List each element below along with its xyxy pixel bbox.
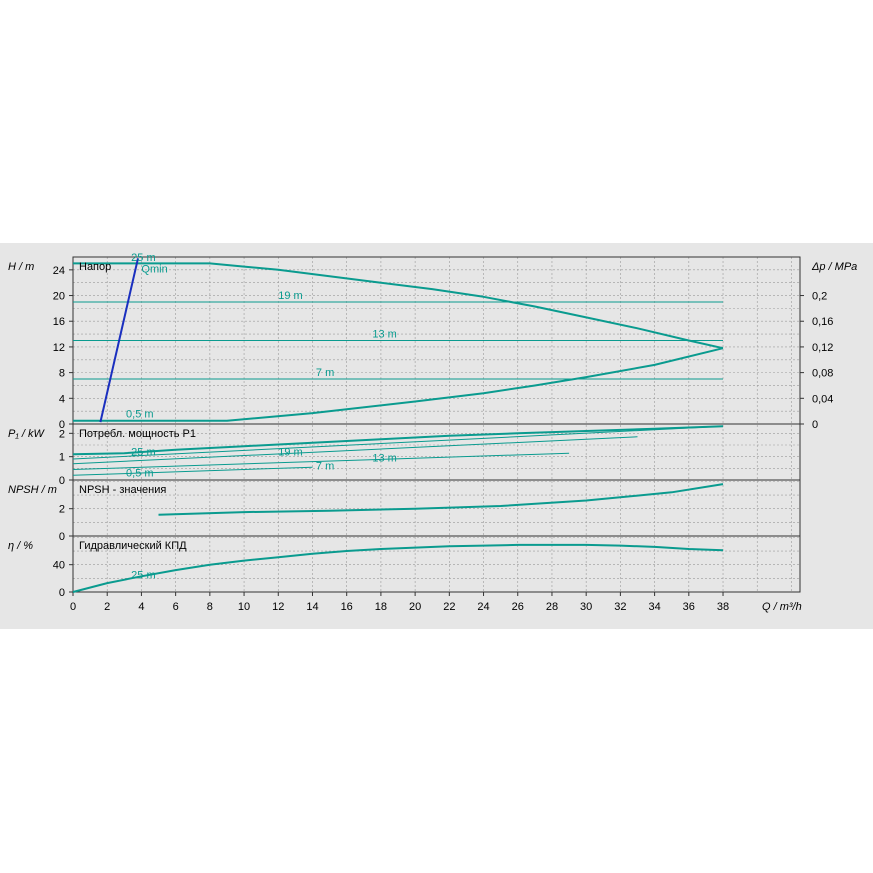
y-right-axis-label: Δp / MPa xyxy=(811,261,857,273)
x-tick-label: 16 xyxy=(341,601,353,613)
x-tick-label: 36 xyxy=(683,601,695,613)
y-axis-label: P₁ / kW xyxy=(8,428,45,440)
label-eta-25m: 25 m xyxy=(131,569,155,581)
x-tick-label: 22 xyxy=(443,601,455,613)
label-p1-19m: 19 m xyxy=(278,447,302,459)
label-25m: 25 m xyxy=(131,252,155,264)
grid-layer xyxy=(73,257,800,592)
label-p1-25m: 25 m xyxy=(131,447,155,459)
label-19m: 19 m xyxy=(278,290,302,302)
curve-25-m xyxy=(72,543,724,593)
panel-frame xyxy=(72,535,801,593)
label-qmin: Qmin xyxy=(141,263,167,275)
y-right-tick-label: 0,16 xyxy=(812,316,833,328)
label-7m: 7 m xyxy=(316,367,334,379)
x-tick-label: 2 xyxy=(104,601,110,613)
label-p1-13m: 13 m xyxy=(372,452,396,464)
x-tick-label: 14 xyxy=(306,601,318,613)
y-tick-label: 0 xyxy=(59,587,65,599)
panel-title: Напор xyxy=(79,261,111,273)
x-tick-label: 26 xyxy=(512,601,524,613)
x-tick-label: 0 xyxy=(70,601,76,613)
y-tick-label: 12 xyxy=(53,342,65,354)
y-axis-label: NPSH / m xyxy=(8,484,57,496)
y-tick-label: 24 xyxy=(53,265,65,277)
curve-25-m xyxy=(73,262,724,350)
y-axis-label: H / m xyxy=(8,261,34,273)
y-right-tick-label: 0,2 xyxy=(812,291,827,303)
y-right-tick-label: 0,08 xyxy=(812,368,833,380)
x-tick-label: 18 xyxy=(375,601,387,613)
y-tick-label: 20 xyxy=(53,291,65,303)
y-tick-label: 0 xyxy=(59,419,65,431)
x-tick-label: 30 xyxy=(580,601,592,613)
y-right-tick-label: 0,12 xyxy=(812,342,833,354)
y-tick-label: 40 xyxy=(53,560,65,572)
curve-NPSH xyxy=(158,483,724,516)
curve-layer xyxy=(72,258,724,593)
x-tick-label: 8 xyxy=(207,601,213,613)
label-05m: 0,5 m xyxy=(126,409,154,421)
x-tick-label: 34 xyxy=(648,601,660,613)
y-tick-label: 4 xyxy=(59,393,65,405)
x-tick-label: 10 xyxy=(238,601,250,613)
y-tick-label: 1 xyxy=(59,452,65,464)
label-p1-05m: 0,5 m xyxy=(126,468,154,480)
curve-0-5-m xyxy=(72,466,313,476)
y-tick-label: 8 xyxy=(59,368,65,380)
panel-title: Гидравлический КПД xyxy=(79,540,187,552)
y-tick-label: 2 xyxy=(59,428,65,440)
x-tick-label: 28 xyxy=(546,601,558,613)
curve-Qmin xyxy=(99,258,139,423)
panel-title: Потребл. мощность P1 xyxy=(79,428,196,440)
x-tick-label: 38 xyxy=(717,601,729,613)
y-axis-label: η / % xyxy=(8,540,33,552)
x-tick-label: 24 xyxy=(477,601,489,613)
curve-25-m xyxy=(72,425,724,456)
y-tick-label: 2 xyxy=(59,504,65,516)
curve-13-m xyxy=(72,436,638,465)
curve-19-m xyxy=(72,425,724,460)
y-tick-label: 16 xyxy=(53,316,65,328)
x-axis-label: Q / m³/h xyxy=(762,601,802,613)
label-p1-7m: 7 m xyxy=(316,461,334,473)
x-tick-label: 6 xyxy=(173,601,179,613)
label-13m: 13 m xyxy=(372,328,396,340)
y-tick-label: 0 xyxy=(59,475,65,487)
x-tick-label: 4 xyxy=(138,601,144,613)
curve-7-m xyxy=(72,452,570,470)
y-right-tick-label: 0,04 xyxy=(812,393,833,405)
pump-performance-chart: 0 4 8 12 16 20 24 H / m Напор 0 0,04 0,08 0,12 0,16 0,… xyxy=(0,243,873,629)
x-tick-label: 32 xyxy=(614,601,626,613)
y-tick-label: 0 xyxy=(59,531,65,543)
curve-0-5-m xyxy=(73,347,724,422)
x-tick-label: 12 xyxy=(272,601,284,613)
y-right-tick-label: 0 xyxy=(812,419,818,431)
panel-title: NPSH - значения xyxy=(79,484,166,496)
x-tick-label: 20 xyxy=(409,601,421,613)
